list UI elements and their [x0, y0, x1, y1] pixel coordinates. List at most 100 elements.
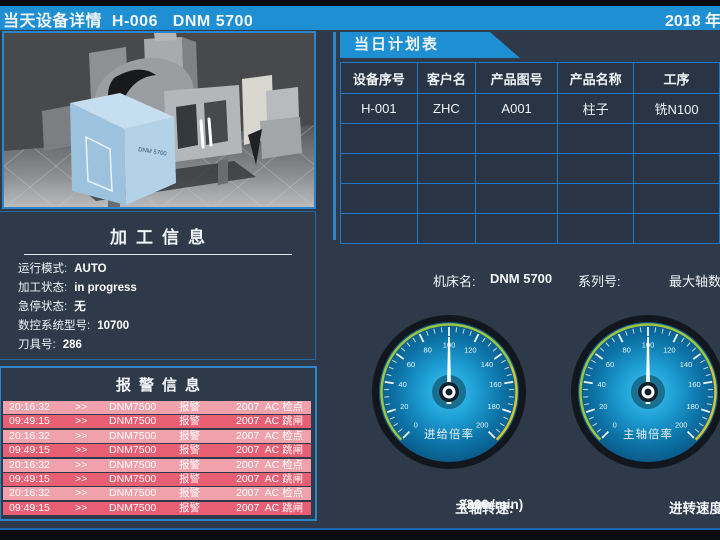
alarm-device: DNM7500 — [109, 501, 157, 514]
plan-panel-left-border — [333, 32, 336, 240]
info-row-estop-status: 急停状态: 无 — [18, 298, 137, 317]
cell-device-no — [340, 153, 418, 184]
spindle-override-gauge: 020406080100120140160180200主轴倍率 — [571, 315, 720, 469]
svg-text:0: 0 — [414, 421, 418, 430]
alarm-device: DNM7500 — [109, 415, 157, 428]
daily-plan-table: 设备序号 客户名 产品图号 产品名称 工序 H-001 ZHC A001 柱子 … — [340, 62, 720, 244]
spindle-speed-label: 主轴转速: — [455, 501, 514, 516]
svg-text:40: 40 — [398, 380, 406, 389]
alarm-row: 09:49:15 >> DNM7500 报警 2007 AC 跳闸 — [3, 444, 311, 458]
cell-device-no: H-001 — [340, 93, 418, 124]
title-divider — [23, 254, 292, 255]
alarm-row: 09:49:15 >> DNM7500 报警 2007 AC 跳闸 — [3, 501, 311, 515]
cell-product-name — [557, 153, 635, 184]
alarm-row: 20:16:32 >> DNM7500 报警 2007 AC 检点 — [3, 429, 311, 443]
cell-customer — [416, 153, 477, 184]
table-row — [340, 153, 720, 184]
svg-text:60: 60 — [606, 360, 614, 369]
cell-drawing-no — [475, 183, 559, 214]
page-title: 当天设备详情 H-006 DNM 5700 — [3, 13, 254, 30]
top-frame-bar — [0, 0, 720, 6]
field-value: 10700 — [97, 320, 130, 332]
col-header-customer: 客户名 — [416, 62, 477, 94]
tab-daily-plan[interactable]: 当日计划表 — [340, 32, 520, 58]
svg-text:20: 20 — [599, 402, 607, 411]
cell-customer — [416, 123, 477, 154]
alarm-list: 20:16:32 >> DNM7500 报警 2007 AC 检点 09:49:15 >>… — [3, 401, 311, 516]
cell-process: 铣N100 — [633, 93, 720, 124]
table-row — [340, 123, 720, 154]
serial-number-label: 系列号: — [578, 274, 621, 289]
alarm-time: 09:49:15 — [9, 415, 50, 428]
svg-text:120: 120 — [464, 346, 477, 355]
cell-drawing-no — [475, 213, 559, 244]
alarm-separator: >> — [75, 501, 88, 514]
col-header-device-no: 设备序号 — [340, 62, 418, 94]
alarm-type: 报警 — [179, 458, 200, 471]
alarm-separator: >> — [75, 458, 88, 471]
alarm-type: 报警 — [179, 501, 200, 514]
info-row-tool-number: 刀具号: 286 — [18, 336, 137, 355]
cell-customer — [416, 183, 477, 214]
alarm-separator: >> — [75, 429, 88, 442]
info-row-cnc-system: 数控系统型号: 10700 — [18, 317, 137, 336]
field-label: 刀具号: — [18, 339, 56, 351]
alarm-type: 报警 — [179, 487, 200, 500]
svg-text:主轴倍率: 主轴倍率 — [623, 427, 673, 441]
alarm-device: DNM7500 — [109, 458, 157, 471]
svg-text:20: 20 — [400, 402, 408, 411]
alarm-time: 20:16:32 — [9, 429, 50, 442]
alarm-device: DNM7500 — [109, 472, 157, 485]
alarm-row: 09:49:15 >> DNM7500 报警 2007 AC 跳闸 — [3, 472, 311, 486]
svg-text:200: 200 — [476, 421, 489, 430]
field-label: 加工状态: — [18, 282, 68, 294]
spindle-speed-stat: 主轴转速: 2300 (mm/min) — [455, 497, 523, 516]
alarm-time: 09:49:15 — [9, 501, 50, 514]
cell-device-no — [340, 183, 418, 214]
alarm-detail: 2007 AC 检点 — [236, 458, 304, 471]
processing-info-title: 加工信息 — [110, 228, 214, 247]
table-row: H-001 ZHC A001 柱子 铣N100 — [340, 93, 720, 124]
cell-process — [633, 123, 720, 154]
svg-text:180: 180 — [487, 402, 500, 411]
alarm-separator: >> — [75, 472, 88, 485]
alarm-device: DNM7500 — [109, 487, 157, 500]
alarm-detail: 2007 AC 检点 — [236, 487, 304, 500]
svg-text:40: 40 — [597, 380, 605, 389]
alarm-row: 20:16:32 >> DNM7500 报警 2007 AC 检点 — [3, 487, 311, 501]
cell-device-no — [340, 213, 418, 244]
cell-process — [633, 183, 720, 214]
alarm-row: 20:16:32 >> DNM7500 报警 2007 AC 检点 — [3, 458, 311, 472]
spindle-speed-value: 2300 — [458, 497, 489, 512]
field-value: 286 — [62, 339, 82, 351]
col-header-process: 工序 — [633, 62, 720, 94]
svg-text:180: 180 — [686, 402, 699, 411]
cell-product-name: 柱子 — [557, 93, 635, 124]
alarm-separator: >> — [75, 444, 88, 457]
feed-override-gauge: 020406080100120140160180200进给倍率 — [372, 315, 526, 469]
field-value: AUTO — [74, 263, 107, 275]
alarm-time: 09:49:15 — [9, 444, 50, 457]
alarm-type: 报警 — [179, 429, 200, 442]
svg-text:120: 120 — [663, 346, 676, 355]
alarm-detail: 2007 AC 跳闸 — [236, 444, 304, 457]
cell-customer: ZHC — [416, 93, 477, 124]
spindle-speed-unit: (mm/min) — [462, 497, 524, 512]
col-header-product-name: 产品名称 — [557, 62, 635, 94]
svg-text:进给倍率: 进给倍率 — [424, 427, 474, 441]
alarm-device: DNM7500 — [109, 401, 157, 413]
svg-text:140: 140 — [680, 360, 693, 369]
field-label: 数控系统型号: — [18, 320, 91, 332]
alarm-time: 09:49:15 — [9, 472, 50, 485]
alarm-row: 09:49:15 >> DNM7500 报警 2007 AC 跳闸 — [3, 415, 311, 429]
col-header-drawing-no: 产品图号 — [475, 62, 559, 94]
alarm-info-title: 报警信息 — [115, 377, 208, 394]
info-row-machining-status: 加工状态: in progress — [18, 279, 137, 298]
field-label: 急停状态: — [18, 301, 68, 313]
field-value: 无 — [74, 301, 86, 313]
header-date: 2018 年 — [665, 13, 720, 30]
table-header-row: 设备序号 客户名 产品图号 产品名称 工序 — [340, 62, 720, 94]
alarm-detail: 2007 AC 跳闸 — [236, 472, 304, 485]
alarm-separator: >> — [75, 415, 88, 428]
